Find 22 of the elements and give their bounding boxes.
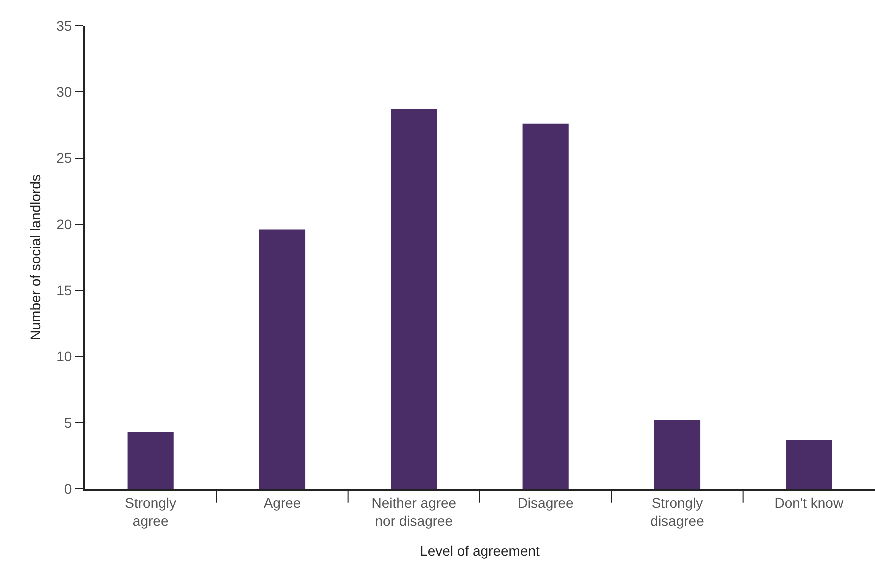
x-tick-label: Strongly agree: [125, 494, 177, 529]
y-tick-label: 10: [56, 348, 72, 365]
y-tick-label: 35: [56, 18, 72, 34]
bar: [128, 432, 174, 489]
y-tick-label: 25: [56, 150, 72, 166]
y-axis-title: Number of social landlords: [28, 174, 44, 340]
bar: [259, 230, 306, 489]
y-tick-label: 5: [64, 414, 72, 431]
x-axis-title: Level of agreement: [420, 542, 540, 559]
x-tick-label: Disagree: [518, 494, 574, 511]
bar: [786, 440, 832, 489]
bar: [522, 124, 569, 489]
y-tick-label: 0: [64, 480, 72, 497]
bar: [391, 109, 438, 489]
bar: [654, 420, 701, 489]
y-tick-label: 30: [56, 84, 72, 100]
y-tick-label: 20: [56, 216, 72, 232]
x-tick-label: Neither agree nor disagree: [372, 494, 457, 529]
x-tick-label: Strongly disagree: [650, 494, 705, 529]
x-tick-label: Don't know: [774, 494, 844, 511]
y-tick-label: 15: [56, 282, 72, 298]
x-tick-label: Agree: [264, 494, 302, 511]
